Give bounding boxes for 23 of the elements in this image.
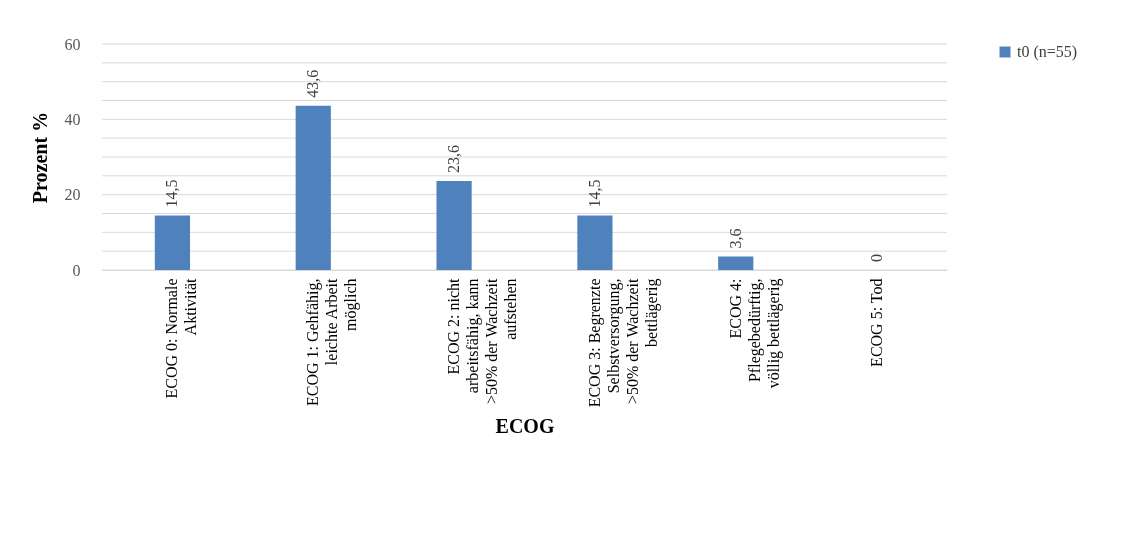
data-label: 14,5 [163,179,181,208]
data-label: 0 [867,254,885,262]
bar [295,105,331,270]
y-tick-label: 20 [64,186,81,204]
legend-label: t0 (n=55) [1017,43,1078,61]
data-label: 14,5 [585,179,603,208]
x-tick-label: ECOG 2: nicht arbeitsfähig, kann >50% der Wachzeit aufstehen [445,277,520,405]
y-tick-label: 60 [64,35,81,53]
bar [154,215,191,270]
y-axis-title: Prozent % [28,111,51,204]
x-axis-title: ECOG [495,415,555,438]
data-label: 3,6 [726,228,744,249]
x-tick-label: ECOG 3: Begrenzte Selbstversorgung, >50% der Wachzeit bettlägerig [585,277,661,408]
x-tick-label: ECOG 0: Normale Aktivität [163,277,200,399]
bar [718,256,754,270]
bar [436,181,472,270]
y-tick-label: 0 [72,261,81,279]
y-tick-label: 40 [64,110,81,128]
x-tick-label: ECOG 1: Gehfähig, leichte Arbeit möglich [304,277,361,407]
data-label: 43,6 [304,69,322,98]
data-label: 23,6 [445,145,463,174]
x-tick-label: ECOG 5: Tod [867,278,885,367]
bar [577,215,613,270]
